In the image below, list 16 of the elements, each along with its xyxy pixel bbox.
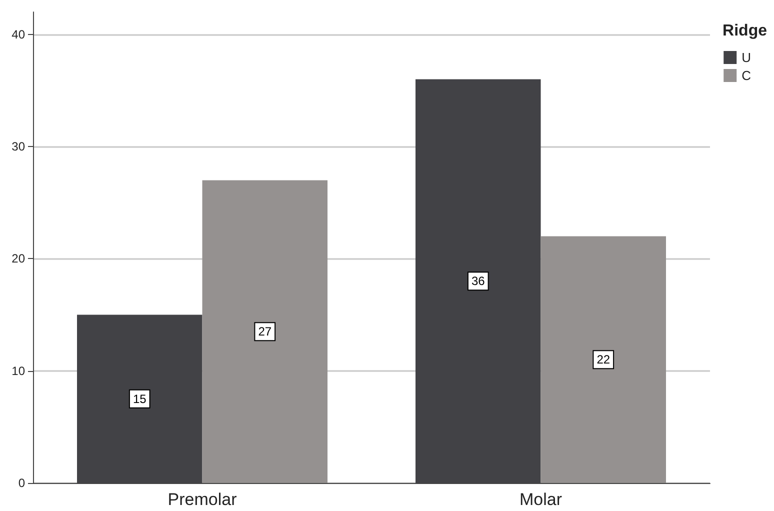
- bar: [202, 180, 328, 483]
- data-label: 22: [596, 352, 610, 367]
- bar: [540, 236, 666, 483]
- y-tick-label: 10: [12, 364, 26, 378]
- legend-title: Ridge: [722, 22, 768, 40]
- y-tick-label: 40: [12, 27, 26, 42]
- data-label: 36: [471, 274, 486, 288]
- data-label: 27: [258, 324, 272, 339]
- data-label: 15: [132, 392, 147, 406]
- y-tick-label: 20: [12, 252, 26, 266]
- legend-label: C: [742, 68, 751, 83]
- x-tick-label: Premolar: [168, 490, 238, 509]
- x-tick-label: Molar: [519, 490, 562, 509]
- legend-label: U: [742, 50, 751, 65]
- y-tick-label: 30: [12, 140, 26, 154]
- y-tick-label: 0: [18, 476, 26, 490]
